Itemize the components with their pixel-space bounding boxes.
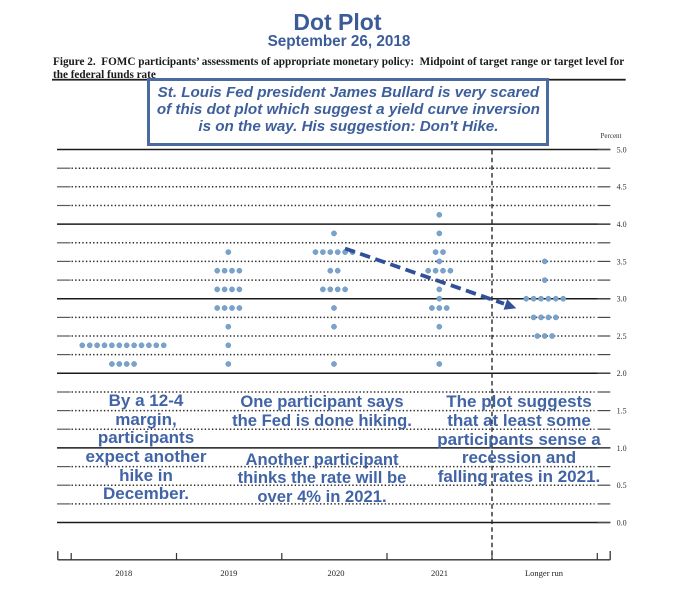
svg-text:2021: 2021 (431, 568, 448, 578)
svg-text:2018: 2018 (115, 568, 132, 578)
svg-text:1.0: 1.0 (617, 444, 627, 453)
svg-text:1.5: 1.5 (617, 407, 627, 416)
svg-text:0.0: 0.0 (617, 518, 627, 527)
svg-text:2020: 2020 (328, 568, 345, 578)
svg-text:2.0: 2.0 (617, 369, 627, 378)
svg-text:4.0: 4.0 (617, 220, 627, 229)
svg-text:2019: 2019 (220, 568, 237, 578)
svg-text:5.0: 5.0 (617, 145, 627, 154)
svg-text:0.5: 0.5 (617, 481, 627, 490)
svg-text:3.5: 3.5 (617, 257, 627, 266)
svg-text:3.0: 3.0 (617, 295, 627, 304)
svg-text:Percent: Percent (601, 132, 622, 140)
svg-text:Longer run: Longer run (525, 568, 564, 578)
svg-text:4.5: 4.5 (617, 183, 627, 192)
svg-text:2.5: 2.5 (617, 332, 627, 341)
